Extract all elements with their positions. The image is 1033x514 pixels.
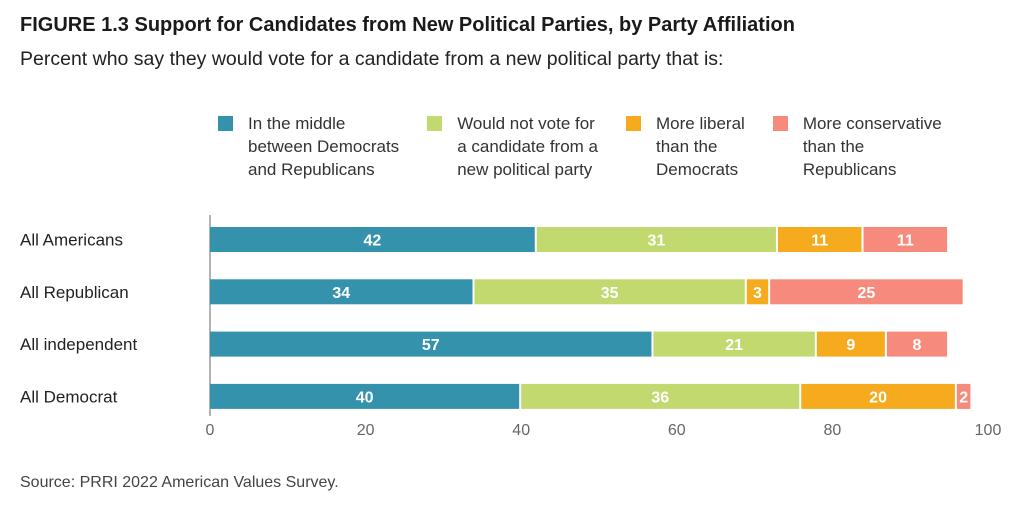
legend-label: More liberal than the Democrats <box>656 114 745 179</box>
data-label: 40 <box>356 389 374 406</box>
category-label: All Democrat <box>20 387 118 406</box>
x-tick-label: 20 <box>357 422 375 439</box>
data-label: 9 <box>846 337 855 354</box>
bar-segment <box>770 279 963 305</box>
data-label: 3 <box>753 285 762 302</box>
data-label: 42 <box>363 233 381 250</box>
data-label: 8 <box>913 337 922 354</box>
bar-segment <box>210 383 520 409</box>
bar-segment <box>210 331 652 357</box>
legend-item: Would not vote for a candidate from a new … <box>427 112 598 181</box>
legend-item: More liberal than the Democrats <box>626 112 745 181</box>
bar-segment <box>886 331 948 357</box>
bar-segment <box>956 383 971 409</box>
legend-label: More conservative than the Republicans <box>802 114 942 179</box>
data-label: 25 <box>858 285 876 302</box>
legend-swatch <box>772 116 788 131</box>
x-tick-label: 100 <box>975 422 1002 439</box>
category-label: All independent <box>20 335 137 354</box>
legend-item: More conservative than the Republicans <box>772 112 942 181</box>
bar-segment <box>653 331 815 357</box>
bar-segment <box>801 383 955 409</box>
bar-segment <box>816 331 885 357</box>
legend-swatch <box>218 116 233 131</box>
legend: In the middle between Democrats and Republ… <box>218 112 970 181</box>
bar-segment <box>521 383 800 409</box>
category-label: All Republican <box>20 283 129 302</box>
data-label: 21 <box>725 337 743 354</box>
data-label: 11 <box>897 233 914 250</box>
source-note: Source: PRRI 2022 American Values Survey… <box>20 474 339 491</box>
data-label: 2 <box>959 389 968 406</box>
legend-label: Would not vote for a candidate from a new … <box>457 114 598 179</box>
x-tick-label: 60 <box>668 422 686 439</box>
figure-title: FIGURE 1.3 Support for Candidates from N… <box>20 14 795 36</box>
figure-subtitle: Percent who say they would vote for a ca… <box>20 48 724 70</box>
bar-segment <box>746 279 769 305</box>
data-label: 31 <box>647 233 665 250</box>
data-label: 34 <box>332 285 350 302</box>
legend-swatch <box>427 116 443 131</box>
data-label: 57 <box>422 337 440 354</box>
x-tick-label: 0 <box>206 422 215 439</box>
bar-segment <box>863 227 948 252</box>
x-tick-label: 40 <box>512 422 530 439</box>
data-label: 35 <box>601 285 619 302</box>
legend-label: In the middle between Democrats and Republ… <box>248 114 400 179</box>
legend-swatch <box>626 116 641 131</box>
bar-segment <box>536 227 776 252</box>
data-label: 20 <box>869 389 887 406</box>
x-tick-label: 80 <box>824 422 842 439</box>
bar-segment <box>210 227 535 252</box>
bar-segment <box>474 279 745 305</box>
bar-segment <box>777 227 862 252</box>
category-label: All Americans <box>20 231 123 250</box>
data-label: 36 <box>651 389 669 406</box>
legend-item: In the middle between Democrats and Republ… <box>218 112 399 181</box>
bar-segment <box>210 279 473 305</box>
data-label: 11 <box>811 233 828 250</box>
